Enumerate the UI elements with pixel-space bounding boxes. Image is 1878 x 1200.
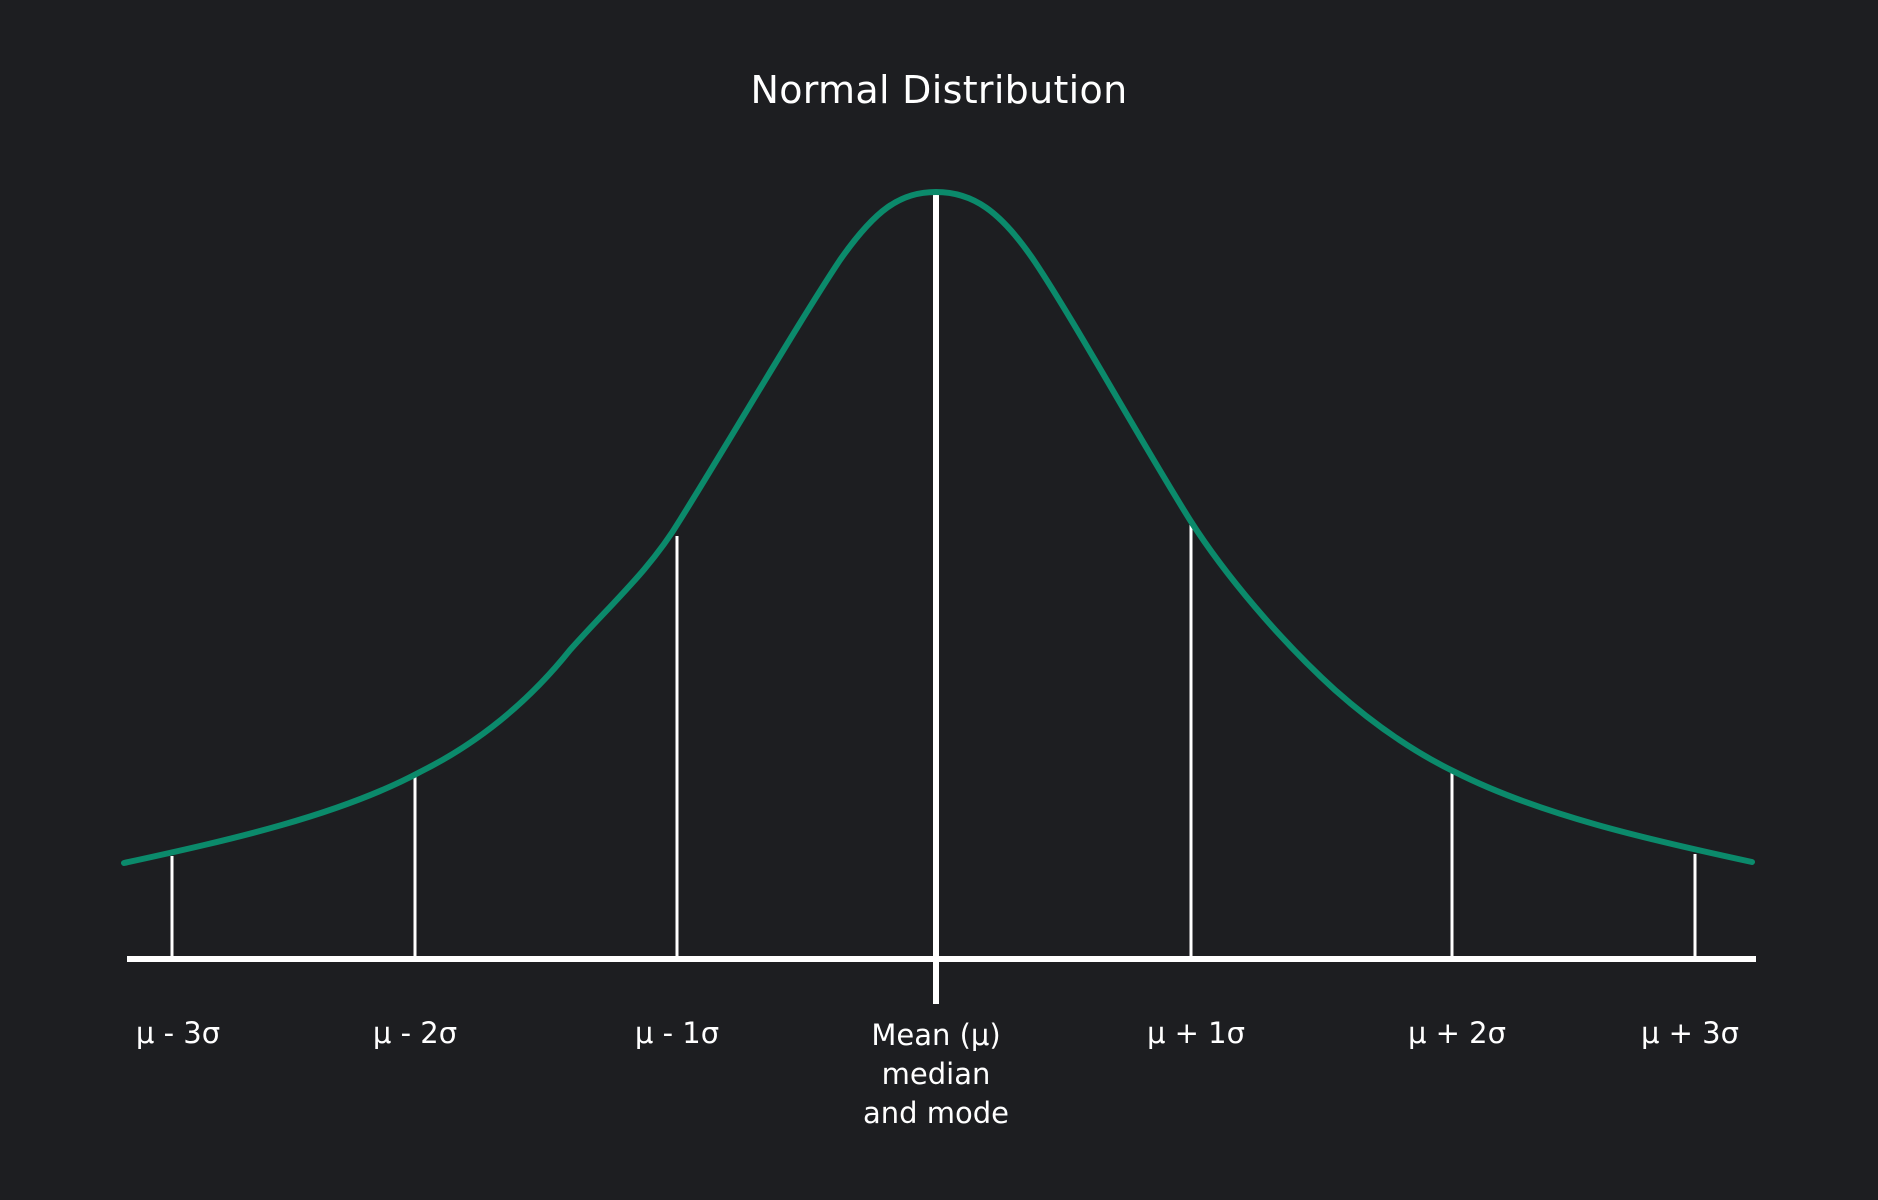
distribution-curve: [121, 189, 1755, 866]
tick-label-minus3: μ - 3σ: [135, 1016, 221, 1050]
tick-label-plus1: μ + 1σ: [1146, 1016, 1246, 1050]
tick-label-plus3: μ + 3σ: [1640, 1016, 1740, 1050]
mean-label-line1: Mean (μ): [871, 1018, 1001, 1052]
mean-label: Mean (μ) median and mode: [806, 1016, 1066, 1133]
chart-title: Normal Distribution: [750, 68, 1128, 112]
mean-label-line2: median: [881, 1057, 991, 1091]
mean-label-line3: and mode: [862, 1096, 1010, 1130]
tick-label-plus2: μ + 2σ: [1407, 1016, 1507, 1050]
tick-label-minus2: μ - 2σ: [372, 1016, 458, 1050]
tick-label-minus1: μ - 1σ: [634, 1016, 720, 1050]
